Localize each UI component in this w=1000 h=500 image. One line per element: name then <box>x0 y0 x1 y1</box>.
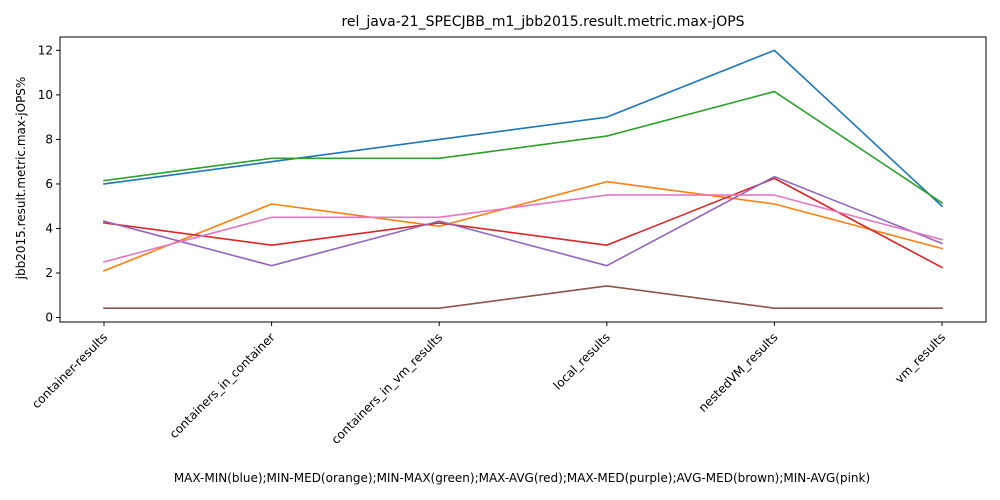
y-axis-label: jbb2015.result.metric.max-jOPS% <box>14 77 28 281</box>
plot-frame <box>59 36 987 323</box>
y-tick-label: 0 <box>45 311 53 325</box>
x-tick-label: nestedVM_results <box>696 330 781 415</box>
series-line-1 <box>103 49 944 208</box>
x-tick-label: containers_in_vm_results <box>329 330 446 447</box>
series-line-7 <box>103 194 943 263</box>
x-tick-label: containers_in_container <box>167 330 278 441</box>
x-tick-label: vm_results <box>892 330 948 386</box>
x-axis-label: MAX-MIN(blue);MIN-MED(orange);MIN-MAX(gr… <box>174 471 870 485</box>
series-line-4 <box>103 177 944 269</box>
x-tick-label: local_results <box>551 330 613 392</box>
y-tick-label: 4 <box>45 221 53 235</box>
y-tick-label: 10 <box>38 88 53 102</box>
y-tick-label: 6 <box>45 177 53 191</box>
chart-title: rel_java-21_SPECJBB_m1_jbb2015.result.me… <box>341 14 744 30</box>
y-tick-label: 12 <box>38 43 53 57</box>
x-tick-label: container-results <box>29 330 110 411</box>
plot-area: 0 2 4 6 8 10 12 container-results containers_in_… <box>29 36 987 447</box>
series-line-6 <box>103 285 943 310</box>
series-line-2 <box>102 180 943 272</box>
y-tick-label: 8 <box>45 132 53 146</box>
series-line-3 <box>103 90 944 204</box>
series-line-5 <box>103 175 944 267</box>
y-tick-label: 2 <box>45 266 53 280</box>
